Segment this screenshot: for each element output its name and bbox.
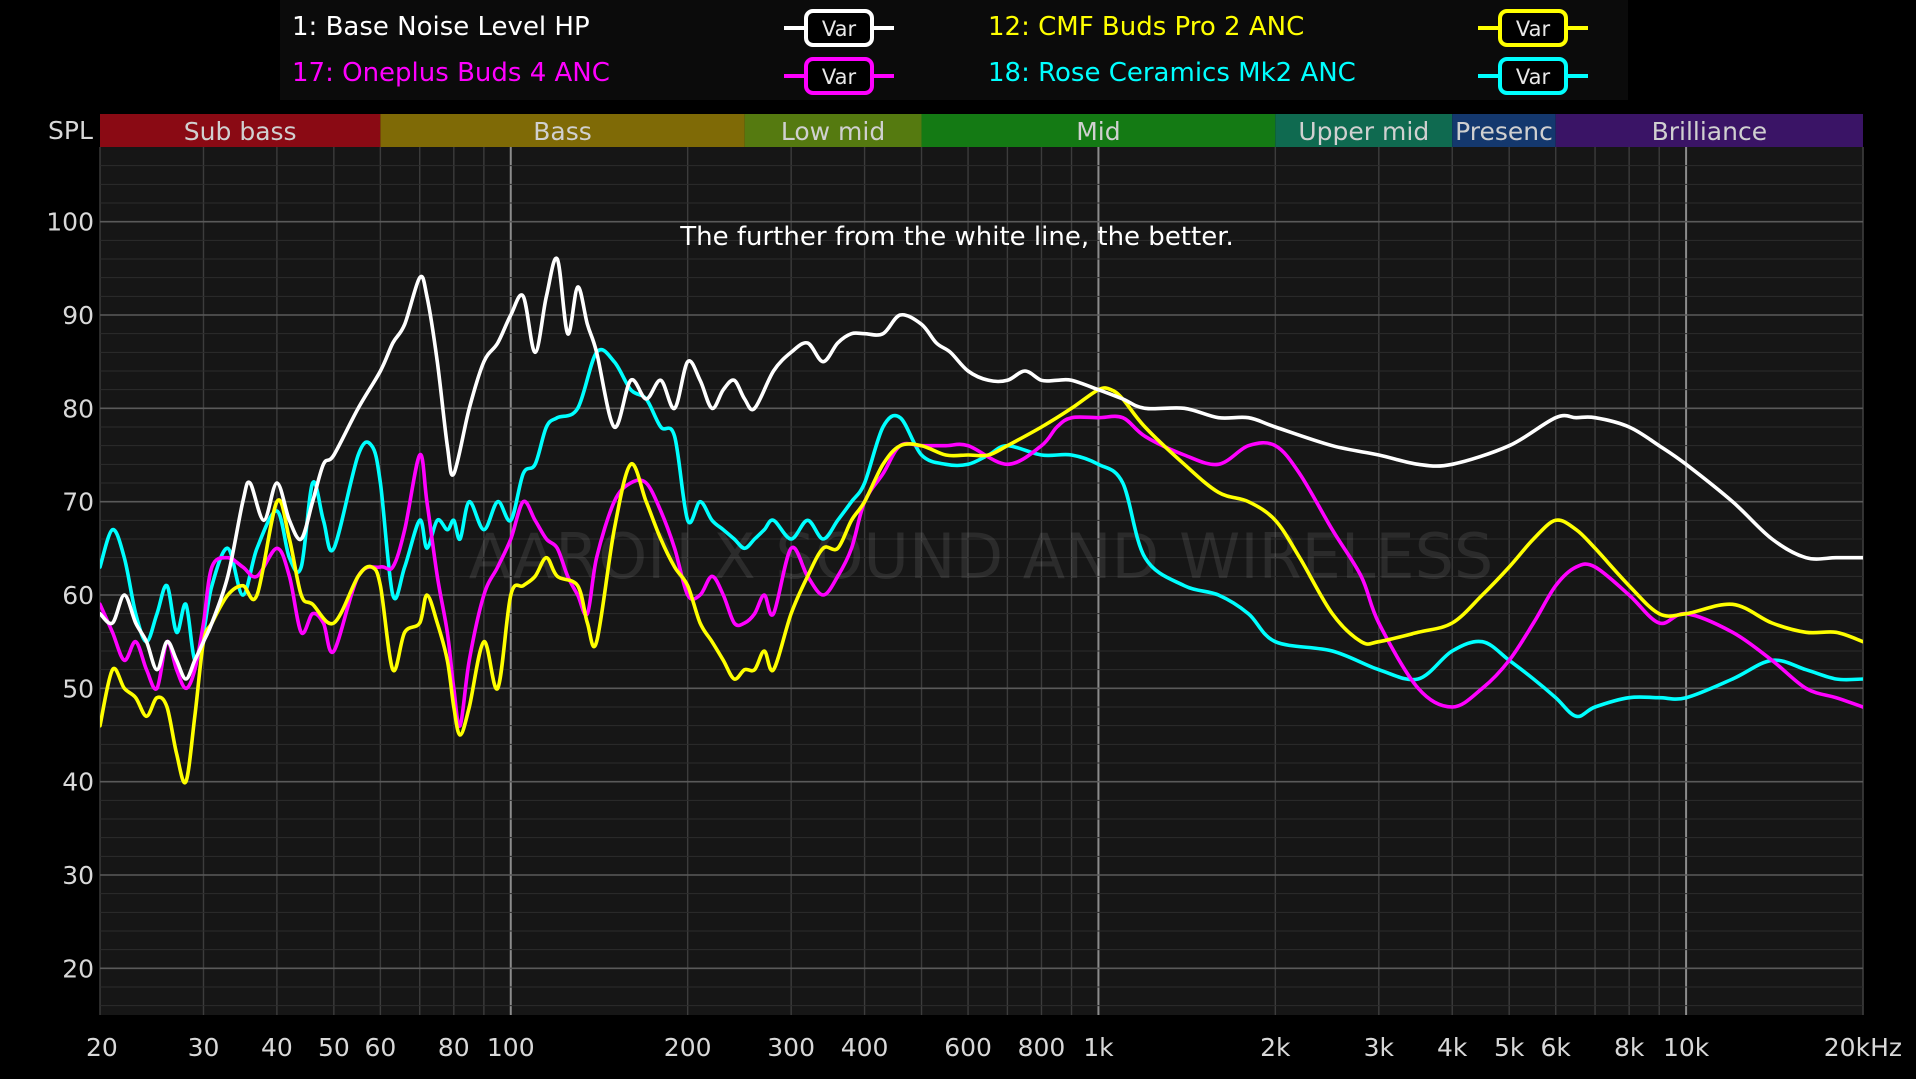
y-tick-label: 40 bbox=[62, 768, 94, 797]
band-low-mid bbox=[744, 114, 922, 147]
y-axis-label: SPL bbox=[48, 116, 93, 145]
x-tick-label: 8k bbox=[1614, 1033, 1645, 1062]
watermark: AARON X SOUND AND WIRELESS bbox=[469, 520, 1494, 593]
legend-var-button[interactable] bbox=[1498, 57, 1568, 95]
x-tick-label: 200 bbox=[664, 1033, 712, 1062]
series-line-12-cmf-buds-pro-2-anc bbox=[100, 386, 1863, 785]
y-tick-label: 20 bbox=[62, 954, 94, 983]
x-tick-label: 4k bbox=[1437, 1033, 1468, 1062]
band-mid bbox=[921, 114, 1276, 147]
y-tick-label: 100 bbox=[46, 208, 94, 237]
legend-var-button[interactable] bbox=[1498, 9, 1568, 47]
x-tick-label: 800 bbox=[1018, 1033, 1066, 1062]
band-label-bass: Bass bbox=[533, 117, 592, 146]
series-line-1-base-noise-level-hp bbox=[100, 256, 1863, 681]
x-tick-label: 50 bbox=[318, 1033, 350, 1062]
legend-var-button[interactable] bbox=[804, 9, 874, 47]
x-tick-label: 20 bbox=[86, 1033, 118, 1062]
band-upper-mid bbox=[1275, 114, 1453, 147]
band-label-low-mid: Low mid bbox=[781, 117, 885, 146]
x-tick-label: 40 bbox=[261, 1033, 293, 1062]
band-label-brilliance: Brilliance bbox=[1652, 117, 1768, 146]
y-tick-label: 80 bbox=[62, 394, 94, 423]
x-tick-label: 600 bbox=[944, 1033, 992, 1062]
band-label-mid: Mid bbox=[1076, 117, 1120, 146]
band-label-upper-mid: Upper mid bbox=[1298, 117, 1429, 146]
legend-var-label: Var bbox=[822, 17, 857, 41]
x-tick-labels: 20 30 40 50 60 80 100 200 300 400 600 800 1k 2k 3k 4k 5k… bbox=[86, 1033, 1902, 1062]
x-tick-label: 80 bbox=[438, 1033, 470, 1062]
x-tick-label: 30 bbox=[188, 1033, 220, 1062]
y-tick-label: 30 bbox=[62, 861, 94, 890]
legend-var-label: Var bbox=[1516, 17, 1551, 41]
x-tick-label: 6k bbox=[1541, 1033, 1572, 1062]
legend-var-label: Var bbox=[1516, 65, 1551, 89]
legend-swatches: Var Var Var Var bbox=[784, 9, 1588, 95]
x-tick-label: 3k bbox=[1364, 1033, 1395, 1062]
x-tick-label: 1k bbox=[1083, 1033, 1114, 1062]
x-tick-label: 300 bbox=[767, 1033, 815, 1062]
chart-annotation: The further from the white line, the bet… bbox=[679, 222, 1234, 252]
x-tick-label: 5k bbox=[1494, 1033, 1525, 1062]
frequency-bands: Sub bass Bass Low mid Mid Upper mid Presenc Br… bbox=[100, 114, 1863, 147]
x-tick-label: 20kHz bbox=[1824, 1033, 1902, 1062]
x-tick-label: 60 bbox=[364, 1033, 396, 1062]
y-tick-label: 50 bbox=[62, 674, 94, 703]
y-tick-label: 90 bbox=[62, 301, 94, 330]
y-tick-label: 60 bbox=[62, 581, 94, 610]
x-tick-label: 100 bbox=[487, 1033, 535, 1062]
curves bbox=[100, 256, 1863, 785]
legend-label-rose-ceramics: 18: Rose Ceramics Mk2 ANC bbox=[988, 58, 1356, 88]
band-label-presenc: Presenc bbox=[1455, 117, 1553, 146]
band-presenc bbox=[1452, 114, 1556, 147]
legend-label-cmf-buds: 12: CMF Buds Pro 2 ANC bbox=[988, 12, 1305, 42]
band-label-sub-bass: Sub bass bbox=[184, 117, 297, 146]
x-tick-label: 400 bbox=[841, 1033, 889, 1062]
band-bass bbox=[380, 114, 745, 147]
legend-var-label: Var bbox=[822, 65, 857, 89]
x-tick-label: 2k bbox=[1260, 1033, 1291, 1062]
y-tick-labels: 20 30 40 50 60 70 80 90 100 bbox=[46, 208, 94, 984]
plot-area bbox=[100, 147, 1863, 1015]
band-brilliance bbox=[1555, 114, 1863, 147]
series-line-17-oneplus-buds-4-anc bbox=[100, 414, 1863, 728]
grid-lines bbox=[99, 147, 1864, 1015]
x-tick-label: 10k bbox=[1663, 1033, 1710, 1062]
legend-label-base-noise: 1: Base Noise Level HP bbox=[292, 12, 590, 42]
series-line-18-rose-ceramics-mk2-anc bbox=[100, 347, 1863, 719]
band-sub-bass bbox=[100, 114, 381, 147]
legend-var-button[interactable] bbox=[804, 57, 874, 95]
y-tick-label: 70 bbox=[62, 488, 94, 517]
legend-panel: 1: Base Noise Level HP 12: CMF Buds Pro … bbox=[280, 0, 1628, 100]
legend-label-oneplus-buds: 17: Oneplus Buds 4 ANC bbox=[292, 58, 610, 88]
